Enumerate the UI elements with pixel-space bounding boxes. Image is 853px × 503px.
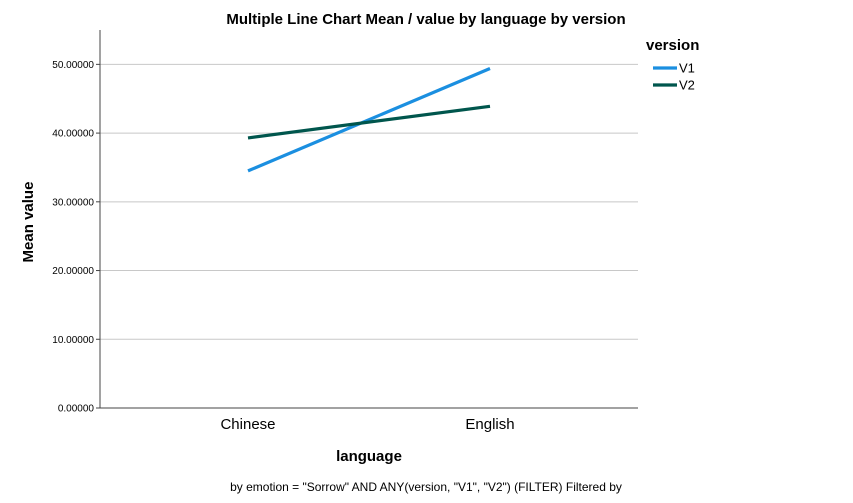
- x-tick-label: Chinese: [220, 416, 275, 433]
- series-line-v1: [247, 67, 491, 173]
- y-tick-label: 10.00000: [52, 335, 94, 346]
- legend-item-v2: V2: [653, 78, 695, 93]
- y-tick-label: 50.00000: [52, 60, 94, 71]
- y-tick-label: 0.00000: [58, 404, 95, 415]
- y-axis-ticks: 0.00000 10.00000 20.00000 30.00000 40.00000 5…: [52, 60, 100, 415]
- x-tick-label: English: [465, 416, 514, 433]
- legend-label: V1: [679, 61, 695, 76]
- y-axis-title: Mean value: [20, 182, 37, 263]
- gridlines: [100, 63, 638, 340]
- legend-item-v1: V1: [653, 61, 695, 76]
- legend-label: V2: [679, 78, 695, 93]
- legend-title: version: [646, 37, 699, 54]
- y-tick-label: 30.00000: [52, 197, 94, 208]
- y-tick-label: 20.00000: [52, 266, 94, 277]
- series-lines: [247, 67, 491, 173]
- series-line-v2: [247, 104, 491, 140]
- chart-footnote: by emotion = "Sorrow" AND ANY(version, "…: [230, 480, 622, 494]
- x-axis-title: language: [336, 448, 402, 465]
- y-tick-label: 40.00000: [52, 129, 94, 140]
- chart-title: Multiple Line Chart Mean / value by lang…: [226, 11, 625, 28]
- x-axis-ticks: Chinese English: [220, 416, 514, 433]
